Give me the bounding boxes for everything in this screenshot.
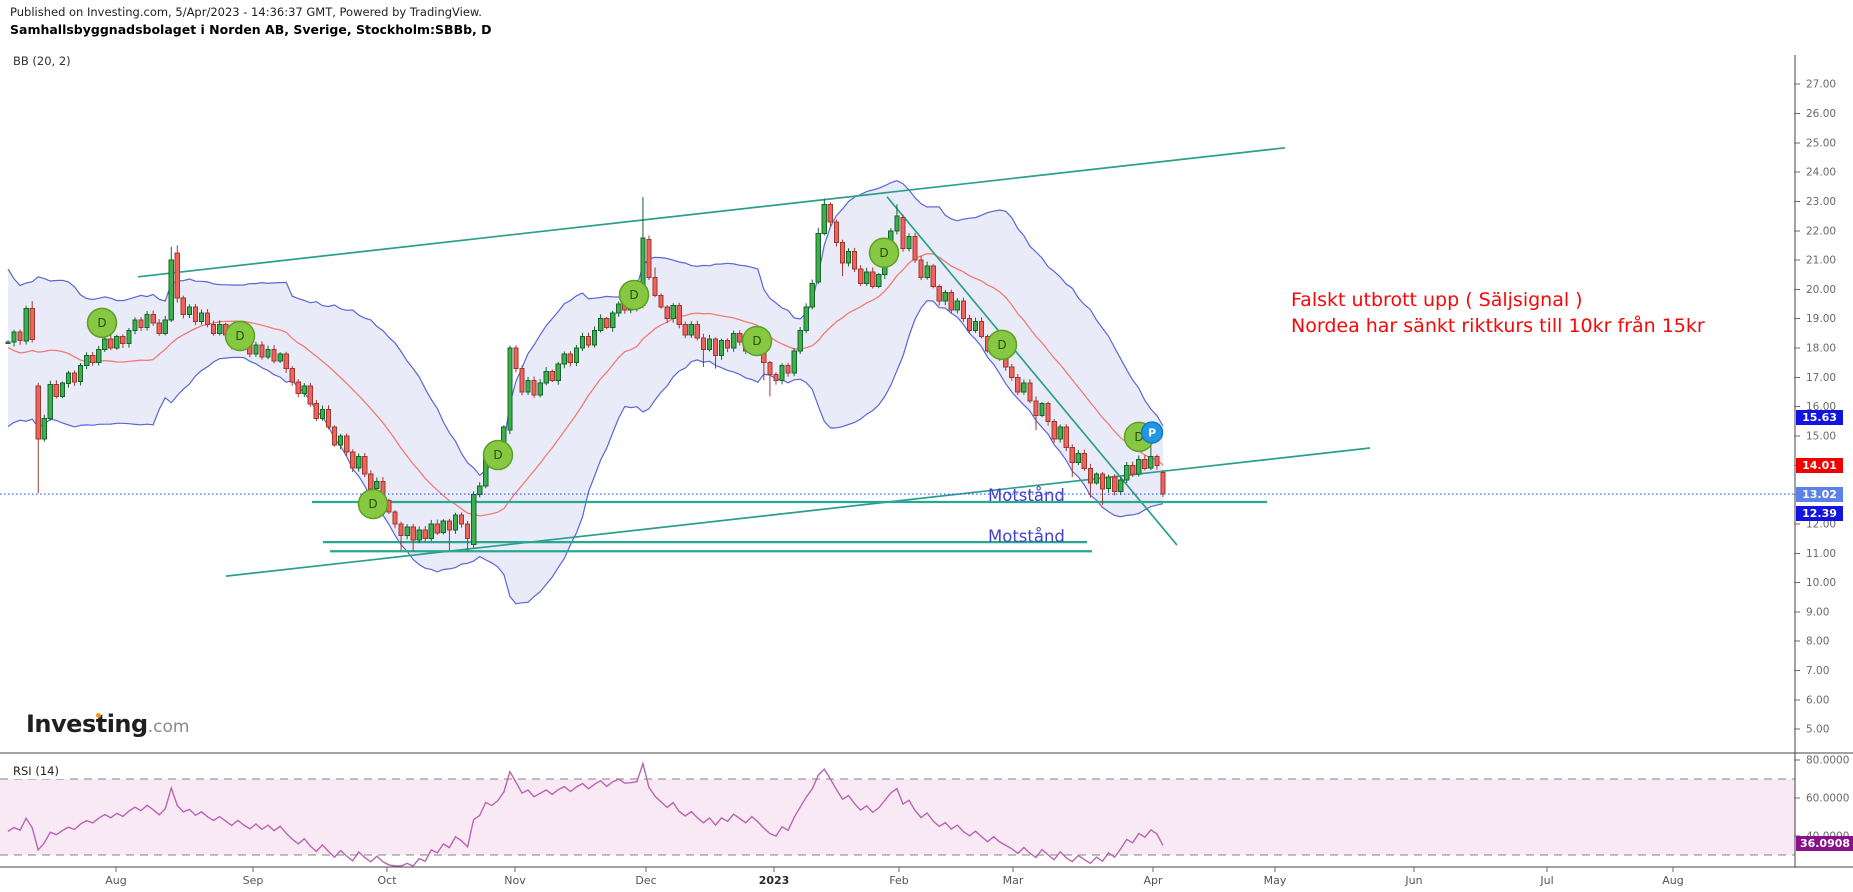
svg-text:8.00: 8.00	[1806, 636, 1829, 648]
long-rising-trendline[interactable]	[225, 447, 1371, 577]
investing-logo: Investing.com	[26, 710, 189, 738]
svg-text:15.00: 15.00	[1806, 431, 1836, 443]
dividend-marker[interactable]: D	[86, 307, 118, 339]
svg-text:Sep: Sep	[243, 874, 264, 887]
svg-text:17.00: 17.00	[1806, 372, 1836, 384]
svg-text:18.00: 18.00	[1806, 343, 1836, 355]
dividend-marker[interactable]: D	[357, 488, 389, 520]
svg-text:P: P	[1148, 426, 1156, 439]
published-line: Published on Investing.com, 5/Apr/2023 -…	[10, 5, 482, 19]
axes-layer[interactable]: 27.00 26.00 25.00 24.00 23.00 22.00 21.00 20.00…	[0, 55, 1853, 887]
svg-text:24.00: 24.00	[1806, 167, 1836, 179]
svg-text:7.00: 7.00	[1806, 665, 1829, 677]
position-marker[interactable]: P	[1140, 421, 1164, 444]
svg-text:23.00: 23.00	[1806, 196, 1836, 208]
svg-text:27.00: 27.00	[1806, 79, 1836, 91]
svg-text:Jun: Jun	[1404, 874, 1422, 887]
svg-text:D: D	[997, 338, 1006, 352]
investing-logo-suffix: .com	[147, 717, 190, 737]
svg-text:Dec: Dec	[635, 874, 656, 887]
svg-text:60.0000: 60.0000	[1806, 793, 1849, 805]
svg-text:D: D	[493, 448, 502, 462]
svg-text:Aug: Aug	[105, 874, 126, 887]
resistance-label-1[interactable]: Motstånd	[988, 486, 1065, 505]
dividend-marker[interactable]: D	[986, 329, 1018, 361]
dividend-marker[interactable]: D	[482, 439, 514, 471]
svg-text:5.00: 5.00	[1806, 724, 1829, 736]
svg-text:26.00: 26.00	[1806, 108, 1836, 120]
svg-text:80.0000: 80.0000	[1806, 755, 1849, 767]
rsi-indicator-label[interactable]: RSI (14)	[13, 764, 64, 779]
svg-text:D: D	[752, 334, 761, 348]
svg-text:19.00: 19.00	[1806, 313, 1836, 325]
bb-upper-price-badge: 15.63	[1796, 410, 1843, 425]
instrument-title: Samhallsbyggnadsbolaget i Norden AB, Sve…	[10, 22, 492, 37]
svg-text:Jul: Jul	[1539, 874, 1553, 887]
svg-text:D: D	[97, 316, 106, 330]
svg-text:Oct: Oct	[377, 874, 397, 887]
svg-text:D: D	[1134, 430, 1143, 444]
svg-text:Nov: Nov	[504, 874, 526, 887]
trendlines-layer[interactable]	[137, 146, 1371, 577]
bb-basis-price-badge: 14.01	[1796, 458, 1843, 473]
analyst-note-line2: Nordea har sänkt riktkurs till 10kr från…	[1291, 315, 1705, 337]
svg-text:D: D	[879, 246, 888, 260]
svg-text:D: D	[235, 329, 244, 343]
dividend-marker[interactable]: D	[618, 279, 650, 311]
svg-text:20.00: 20.00	[1806, 284, 1836, 296]
steep-falling-trendline[interactable]	[886, 196, 1178, 546]
svg-text:D: D	[368, 497, 377, 511]
svg-text:21.00: 21.00	[1806, 255, 1836, 267]
resistance-label-2[interactable]: Motstånd	[988, 527, 1065, 546]
svg-text:2023: 2023	[759, 874, 790, 887]
last-price-badge: 13.02	[1796, 487, 1843, 502]
investing-logo-brand: Investing	[26, 710, 148, 738]
svg-text:12.00: 12.00	[1806, 518, 1836, 530]
svg-text:22.00: 22.00	[1806, 225, 1836, 237]
dividend-marker[interactable]: D	[224, 320, 256, 352]
svg-text:Aug: Aug	[1662, 874, 1683, 887]
rsi-value-badge: 36.0908	[1796, 836, 1853, 851]
svg-text:9.00: 9.00	[1806, 606, 1829, 618]
bb-indicator-label[interactable]: BB (20, 2)	[13, 54, 71, 68]
svg-text:Apr: Apr	[1143, 874, 1163, 887]
rsi-pane[interactable]	[0, 761, 1795, 867]
upper-rising-trendline[interactable]	[137, 146, 1286, 278]
svg-text:11.00: 11.00	[1806, 548, 1836, 560]
dividend-marker[interactable]: D	[868, 237, 900, 268]
svg-text:May: May	[1264, 874, 1287, 887]
analyst-note[interactable]: Falskt utbrott upp ( Säljsignal ) Nordea…	[1291, 287, 1705, 339]
rsi-line	[7, 761, 1164, 867]
dividend-marker[interactable]: D	[741, 325, 773, 357]
svg-text:Feb: Feb	[889, 874, 908, 887]
analyst-note-line1: Falskt utbrott upp ( Säljsignal )	[1291, 289, 1583, 311]
svg-text:10.00: 10.00	[1806, 577, 1836, 589]
svg-text:Mar: Mar	[1003, 874, 1024, 887]
svg-text:25.00: 25.00	[1806, 137, 1836, 149]
candles-layer[interactable]	[5, 197, 1166, 552]
svg-text:6.00: 6.00	[1806, 694, 1829, 706]
logo-orange-dot-icon	[96, 713, 101, 718]
svg-text:D: D	[629, 288, 638, 302]
bb-lower-price-badge: 12.39	[1796, 506, 1843, 521]
